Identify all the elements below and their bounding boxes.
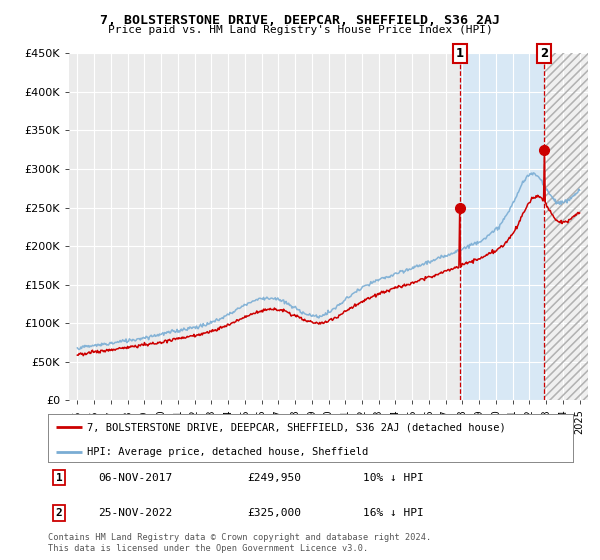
Text: Price paid vs. HM Land Registry's House Price Index (HPI): Price paid vs. HM Land Registry's House … <box>107 25 493 35</box>
Text: Contains HM Land Registry data © Crown copyright and database right 2024.
This d: Contains HM Land Registry data © Crown c… <box>48 533 431 553</box>
Bar <box>544 53 588 400</box>
Text: 10% ↓ HPI: 10% ↓ HPI <box>363 473 424 483</box>
Text: £325,000: £325,000 <box>248 508 302 518</box>
Text: 25-NOV-2022: 25-NOV-2022 <box>98 508 172 518</box>
Text: HPI: Average price, detached house, Sheffield: HPI: Average price, detached house, Shef… <box>88 446 368 456</box>
Bar <box>544 53 588 400</box>
Text: 7, BOLSTERSTONE DRIVE, DEEPCAR, SHEFFIELD, S36 2AJ: 7, BOLSTERSTONE DRIVE, DEEPCAR, SHEFFIEL… <box>100 14 500 27</box>
Text: 1: 1 <box>56 473 62 483</box>
Bar <box>544 53 588 400</box>
Text: £249,950: £249,950 <box>248 473 302 483</box>
Text: 2: 2 <box>541 46 548 60</box>
Bar <box>544 53 588 400</box>
Text: 1: 1 <box>456 46 464 60</box>
Text: 7, BOLSTERSTONE DRIVE, DEEPCAR, SHEFFIELD, S36 2AJ (detached house): 7, BOLSTERSTONE DRIVE, DEEPCAR, SHEFFIEL… <box>88 422 506 432</box>
Text: 06-NOV-2017: 06-NOV-2017 <box>98 473 172 483</box>
Text: 16% ↓ HPI: 16% ↓ HPI <box>363 508 424 518</box>
Text: 2: 2 <box>56 508 62 518</box>
Bar <box>460 53 544 400</box>
